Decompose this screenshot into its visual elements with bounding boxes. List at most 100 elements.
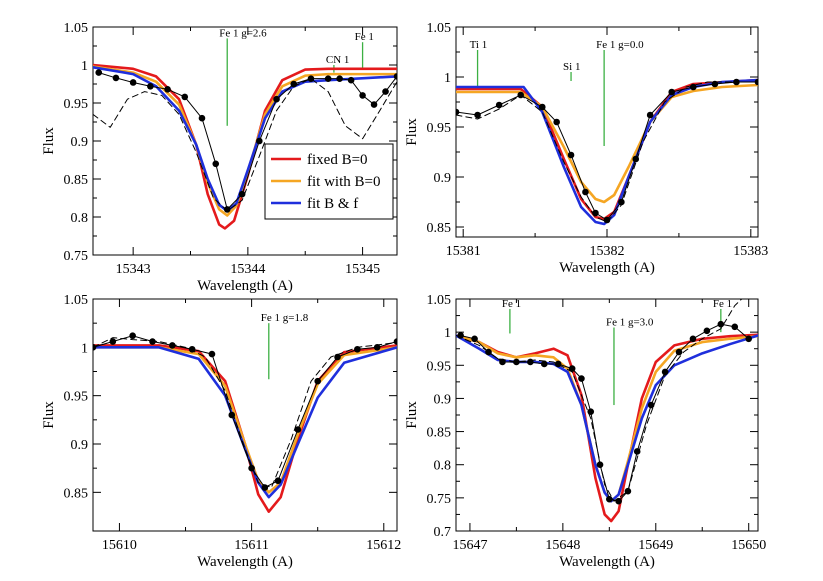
y-tick-label: 1.05 [64, 21, 89, 36]
y-tick-label: 0.75 [427, 492, 452, 507]
data-point-observed [495, 101, 503, 109]
data-point-observed [314, 377, 321, 385]
data-point-observed [527, 358, 534, 366]
line-id-label: Fe 1 [355, 31, 374, 43]
panel-top-right: 0.85 0.9 0.95 1 1.05 15381 15382 15383 Wavelengt… [404, 21, 768, 276]
data-point-observed [647, 401, 655, 409]
y-tick-label: 0.9 [434, 171, 452, 186]
data-point-observed [261, 484, 269, 491]
y-tick-label: 0.7 [434, 525, 452, 540]
series-observed-line [93, 335, 397, 489]
data-point-observed [129, 332, 136, 340]
data-point-observed [754, 78, 758, 86]
line-id-label: Fe 1 [502, 298, 521, 310]
x-axis-label: Wavelength (A) [559, 260, 655, 276]
y-tick-label: 0.95 [427, 359, 452, 374]
plot-frame [92, 26, 398, 256]
data-point-observed [474, 111, 481, 119]
x-tick-label: 15343 [116, 262, 151, 277]
y-tick-label: 1 [81, 341, 88, 356]
x-axis-label: Wavelength (A) [559, 554, 655, 570]
y-axis-label: Flux [41, 127, 57, 155]
line-id-label: Fe 1 g=2.6 [219, 27, 267, 39]
data-point-observed [334, 353, 341, 361]
series-fixed-b-0 [93, 344, 397, 513]
data-point-observed [256, 137, 263, 145]
y-tick-label: 1 [81, 59, 88, 74]
data-point-observed [661, 368, 669, 376]
data-point-observed [354, 345, 361, 353]
legend-label: fixed B=0 [307, 152, 368, 168]
y-tick-label: 0.85 [427, 221, 452, 236]
line-id-label: Ti 1 [470, 39, 488, 51]
series-fit-with-b-0 [456, 83, 758, 204]
line-id-label: Fe 1 g=0.0 [596, 39, 644, 51]
data-point-observed [733, 78, 740, 86]
plot-frame [455, 26, 759, 238]
legend-label: fit with B=0 [307, 174, 380, 190]
data-point-observed [513, 358, 520, 366]
data-point-observed [457, 332, 464, 339]
series-fit-b-f [93, 346, 397, 499]
x-tick-label: 15611 [234, 538, 268, 553]
y-tick-label: 0.95 [427, 121, 452, 136]
y-tick-label: 0.8 [71, 211, 89, 226]
data-point-observed [675, 348, 683, 356]
data-point-observed [359, 92, 366, 99]
line-id-label: Si 1 [563, 61, 580, 73]
y-tick-label: 1.05 [427, 293, 452, 308]
series-fit-with-b-0 [93, 346, 397, 494]
data-point-observed [633, 448, 641, 455]
data-point-observed [587, 408, 595, 415]
series-obs-dashed [456, 299, 758, 502]
data-point-observed [112, 74, 120, 82]
y-tick-label: 1 [444, 71, 451, 86]
y-tick-label: 0.95 [64, 97, 89, 112]
x-tick-label: 15650 [731, 538, 766, 553]
panel-bottom-left: 0.85 0.9 0.95 1 1.05 15610 15611 15612 Wavelengt… [41, 293, 401, 570]
data-point-observed [606, 495, 613, 503]
series-observed-line [460, 323, 750, 502]
data-point-observed [393, 338, 397, 345]
data-point-observed [456, 108, 460, 116]
x-tick-label: 15649 [638, 538, 673, 553]
data-point-observed [370, 101, 378, 108]
y-tick-label: 0.9 [434, 392, 452, 407]
series-obs-dashed [456, 81, 758, 223]
data-point-observed [615, 497, 622, 505]
data-point-observed [538, 103, 546, 111]
y-axis-label: Flux [41, 401, 57, 429]
data-point-observed [273, 95, 280, 103]
data-point-observed [169, 342, 176, 349]
data-point-observed [517, 91, 525, 99]
data-point-observed [582, 188, 589, 196]
x-axis-label: Wavelength (A) [197, 554, 293, 570]
data-point-observed [198, 114, 206, 122]
data-point-observed [382, 88, 389, 95]
legend-label: fit B & f [307, 196, 358, 212]
data-point-observed [393, 73, 397, 80]
data-point-observed [223, 206, 231, 213]
series-fixed-b-0 [456, 78, 758, 221]
series-fixed-b-0 [93, 63, 397, 230]
data-point-observed [499, 358, 506, 366]
data-point-observed [228, 411, 236, 419]
data-point-observed [290, 80, 298, 88]
y-axis-label: Flux [404, 401, 420, 429]
series-obs-dashed [93, 78, 397, 212]
data-point-observed [668, 88, 676, 96]
data-point-observed [624, 487, 632, 495]
y-tick-label: 0.8 [434, 459, 452, 474]
x-tick-label: 15648 [545, 538, 580, 553]
y-tick-label: 1.05 [427, 21, 452, 36]
data-point-observed [212, 160, 220, 168]
x-tick-label: 15610 [102, 538, 137, 553]
data-point-observed [164, 86, 171, 93]
x-tick-label: 15344 [230, 262, 265, 277]
data-point-observed [578, 375, 585, 382]
data-point-observed [95, 69, 103, 76]
y-tick-label: 0.95 [64, 390, 89, 405]
plot-area [93, 63, 397, 230]
y-tick-label: 0.85 [64, 486, 89, 501]
data-point-observed [336, 75, 343, 82]
